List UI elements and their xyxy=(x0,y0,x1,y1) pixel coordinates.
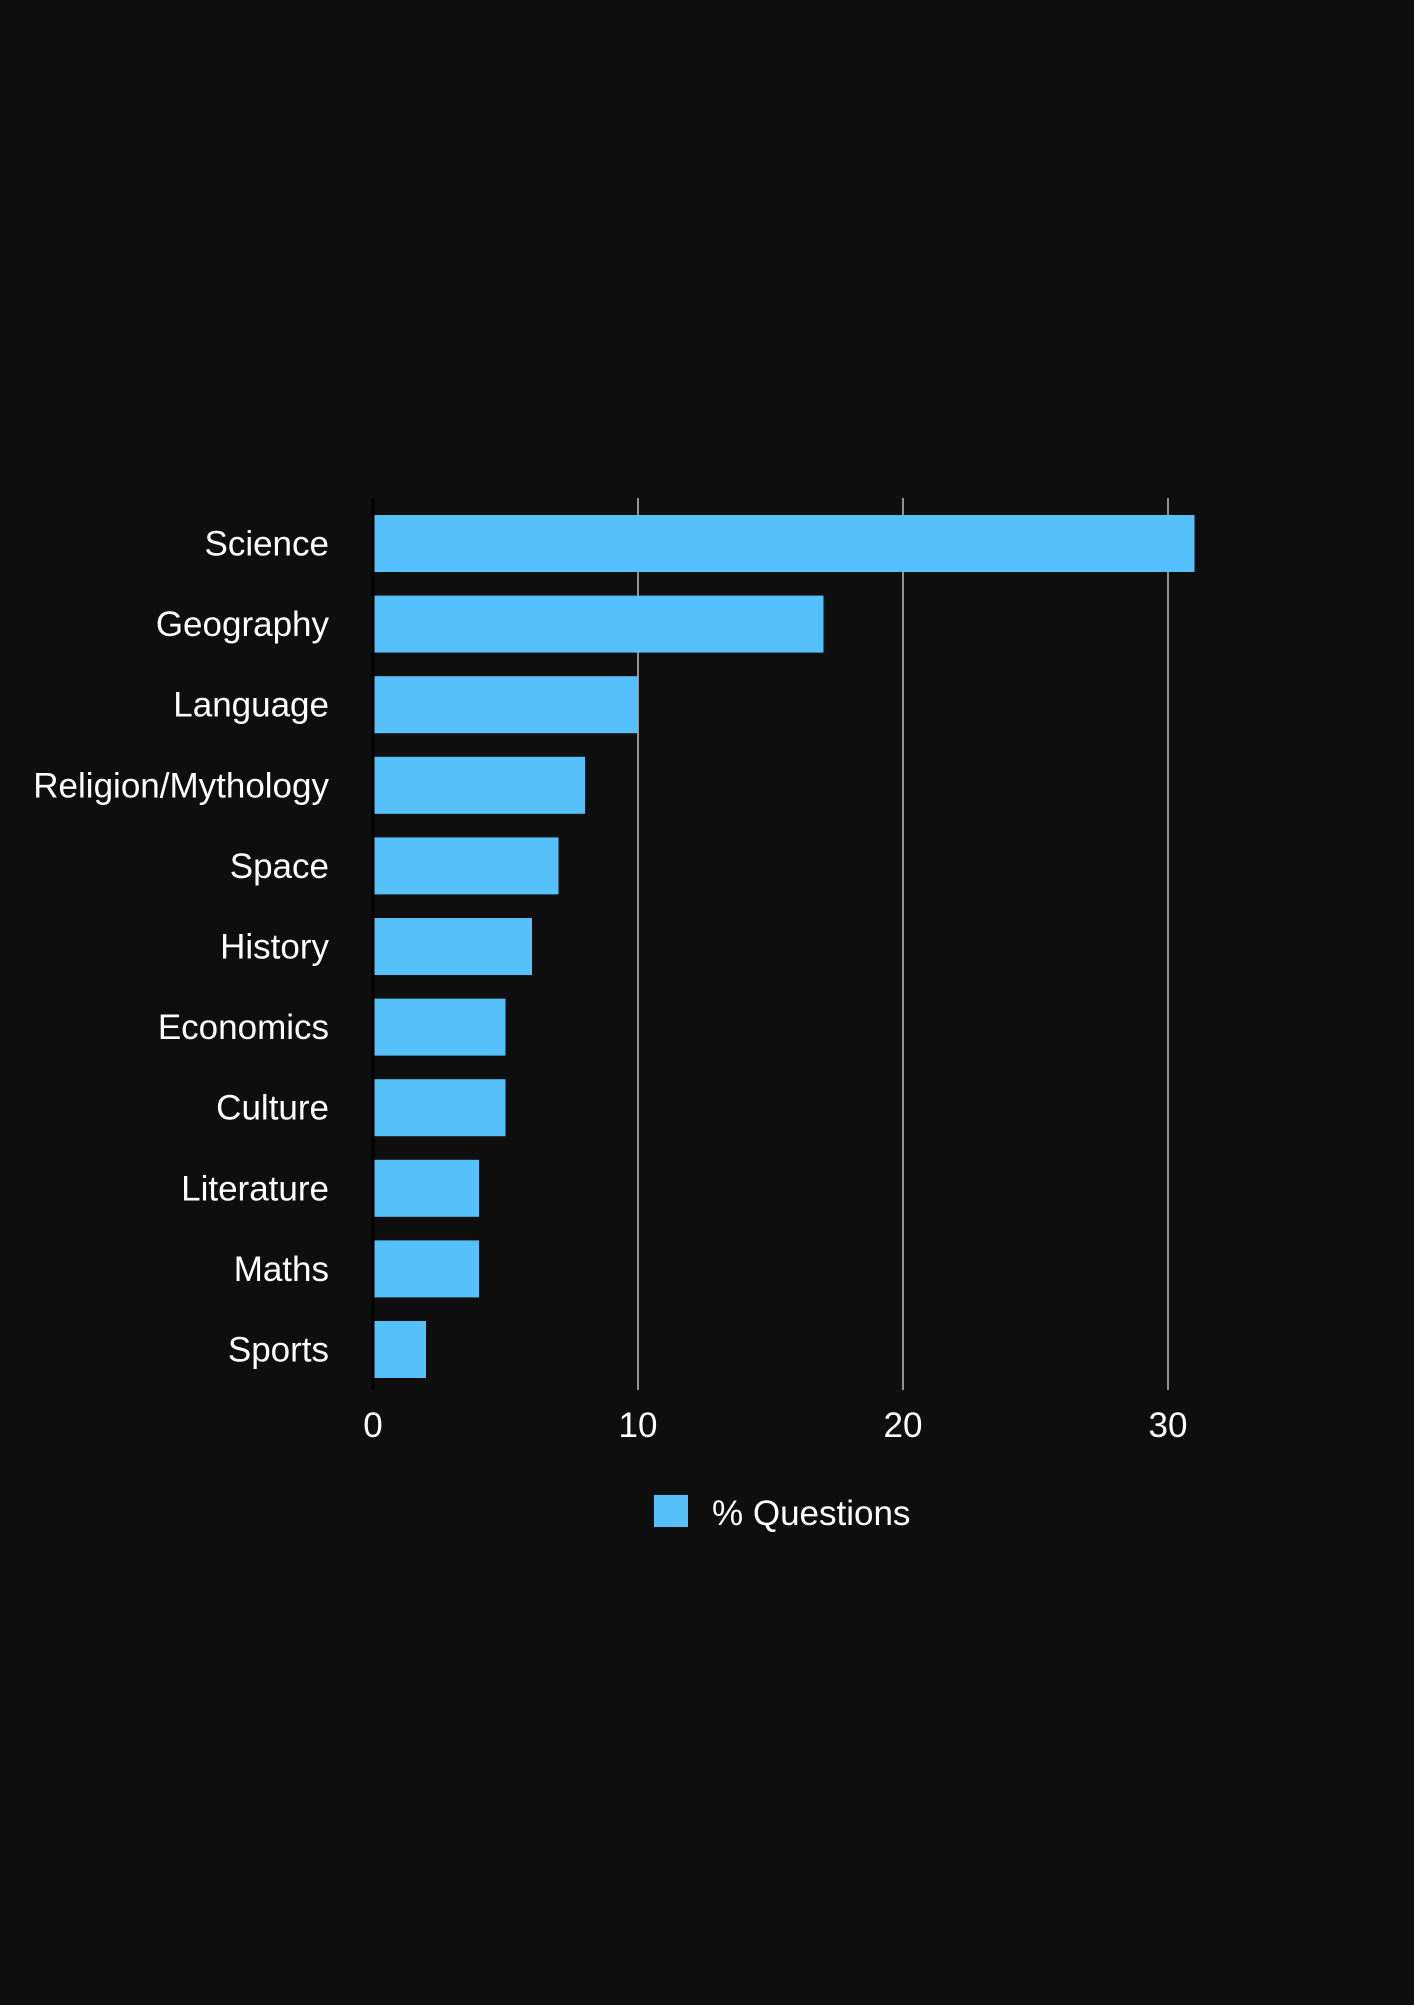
x-tick-label-30: 30 xyxy=(1149,1406,1188,1445)
bar-sports xyxy=(373,1321,426,1378)
bar-maths xyxy=(373,1240,479,1298)
legend-swatch xyxy=(654,1495,688,1527)
legend: % Questions xyxy=(654,1494,910,1533)
bar-literature xyxy=(373,1159,479,1217)
category-label-culture: Culture xyxy=(216,1089,329,1128)
bar-space xyxy=(373,837,559,895)
category-labels: Science Geography Language Religion/Mytholo… xyxy=(33,525,329,1370)
category-label-religion-mythology: Religion/Mythology xyxy=(33,766,329,805)
bar-science xyxy=(373,515,1195,572)
category-label-maths: Maths xyxy=(234,1250,329,1289)
category-label-language: Language xyxy=(173,686,329,725)
bars xyxy=(373,515,1195,1378)
x-tick-label-20: 20 xyxy=(884,1406,923,1445)
category-label-literature: Literature xyxy=(181,1169,329,1208)
x-tick-label-10: 10 xyxy=(619,1406,658,1445)
bar-geography xyxy=(373,595,824,653)
bar-religion-mythology xyxy=(373,756,585,814)
bar-history xyxy=(373,918,532,975)
x-tick-labels: 0 10 20 30 xyxy=(363,1406,1187,1445)
category-label-history: History xyxy=(220,928,329,967)
category-label-economics: Economics xyxy=(158,1008,329,1047)
category-label-science: Science xyxy=(204,525,329,564)
bar-language xyxy=(373,676,638,734)
category-label-geography: Geography xyxy=(156,605,330,644)
x-tick-label-0: 0 xyxy=(363,1406,382,1445)
category-label-space: Space xyxy=(230,847,329,886)
legend-label: % Questions xyxy=(712,1494,910,1533)
category-label-sports: Sports xyxy=(228,1331,329,1370)
bar-culture xyxy=(373,1079,506,1137)
bar-economics xyxy=(373,998,506,1056)
